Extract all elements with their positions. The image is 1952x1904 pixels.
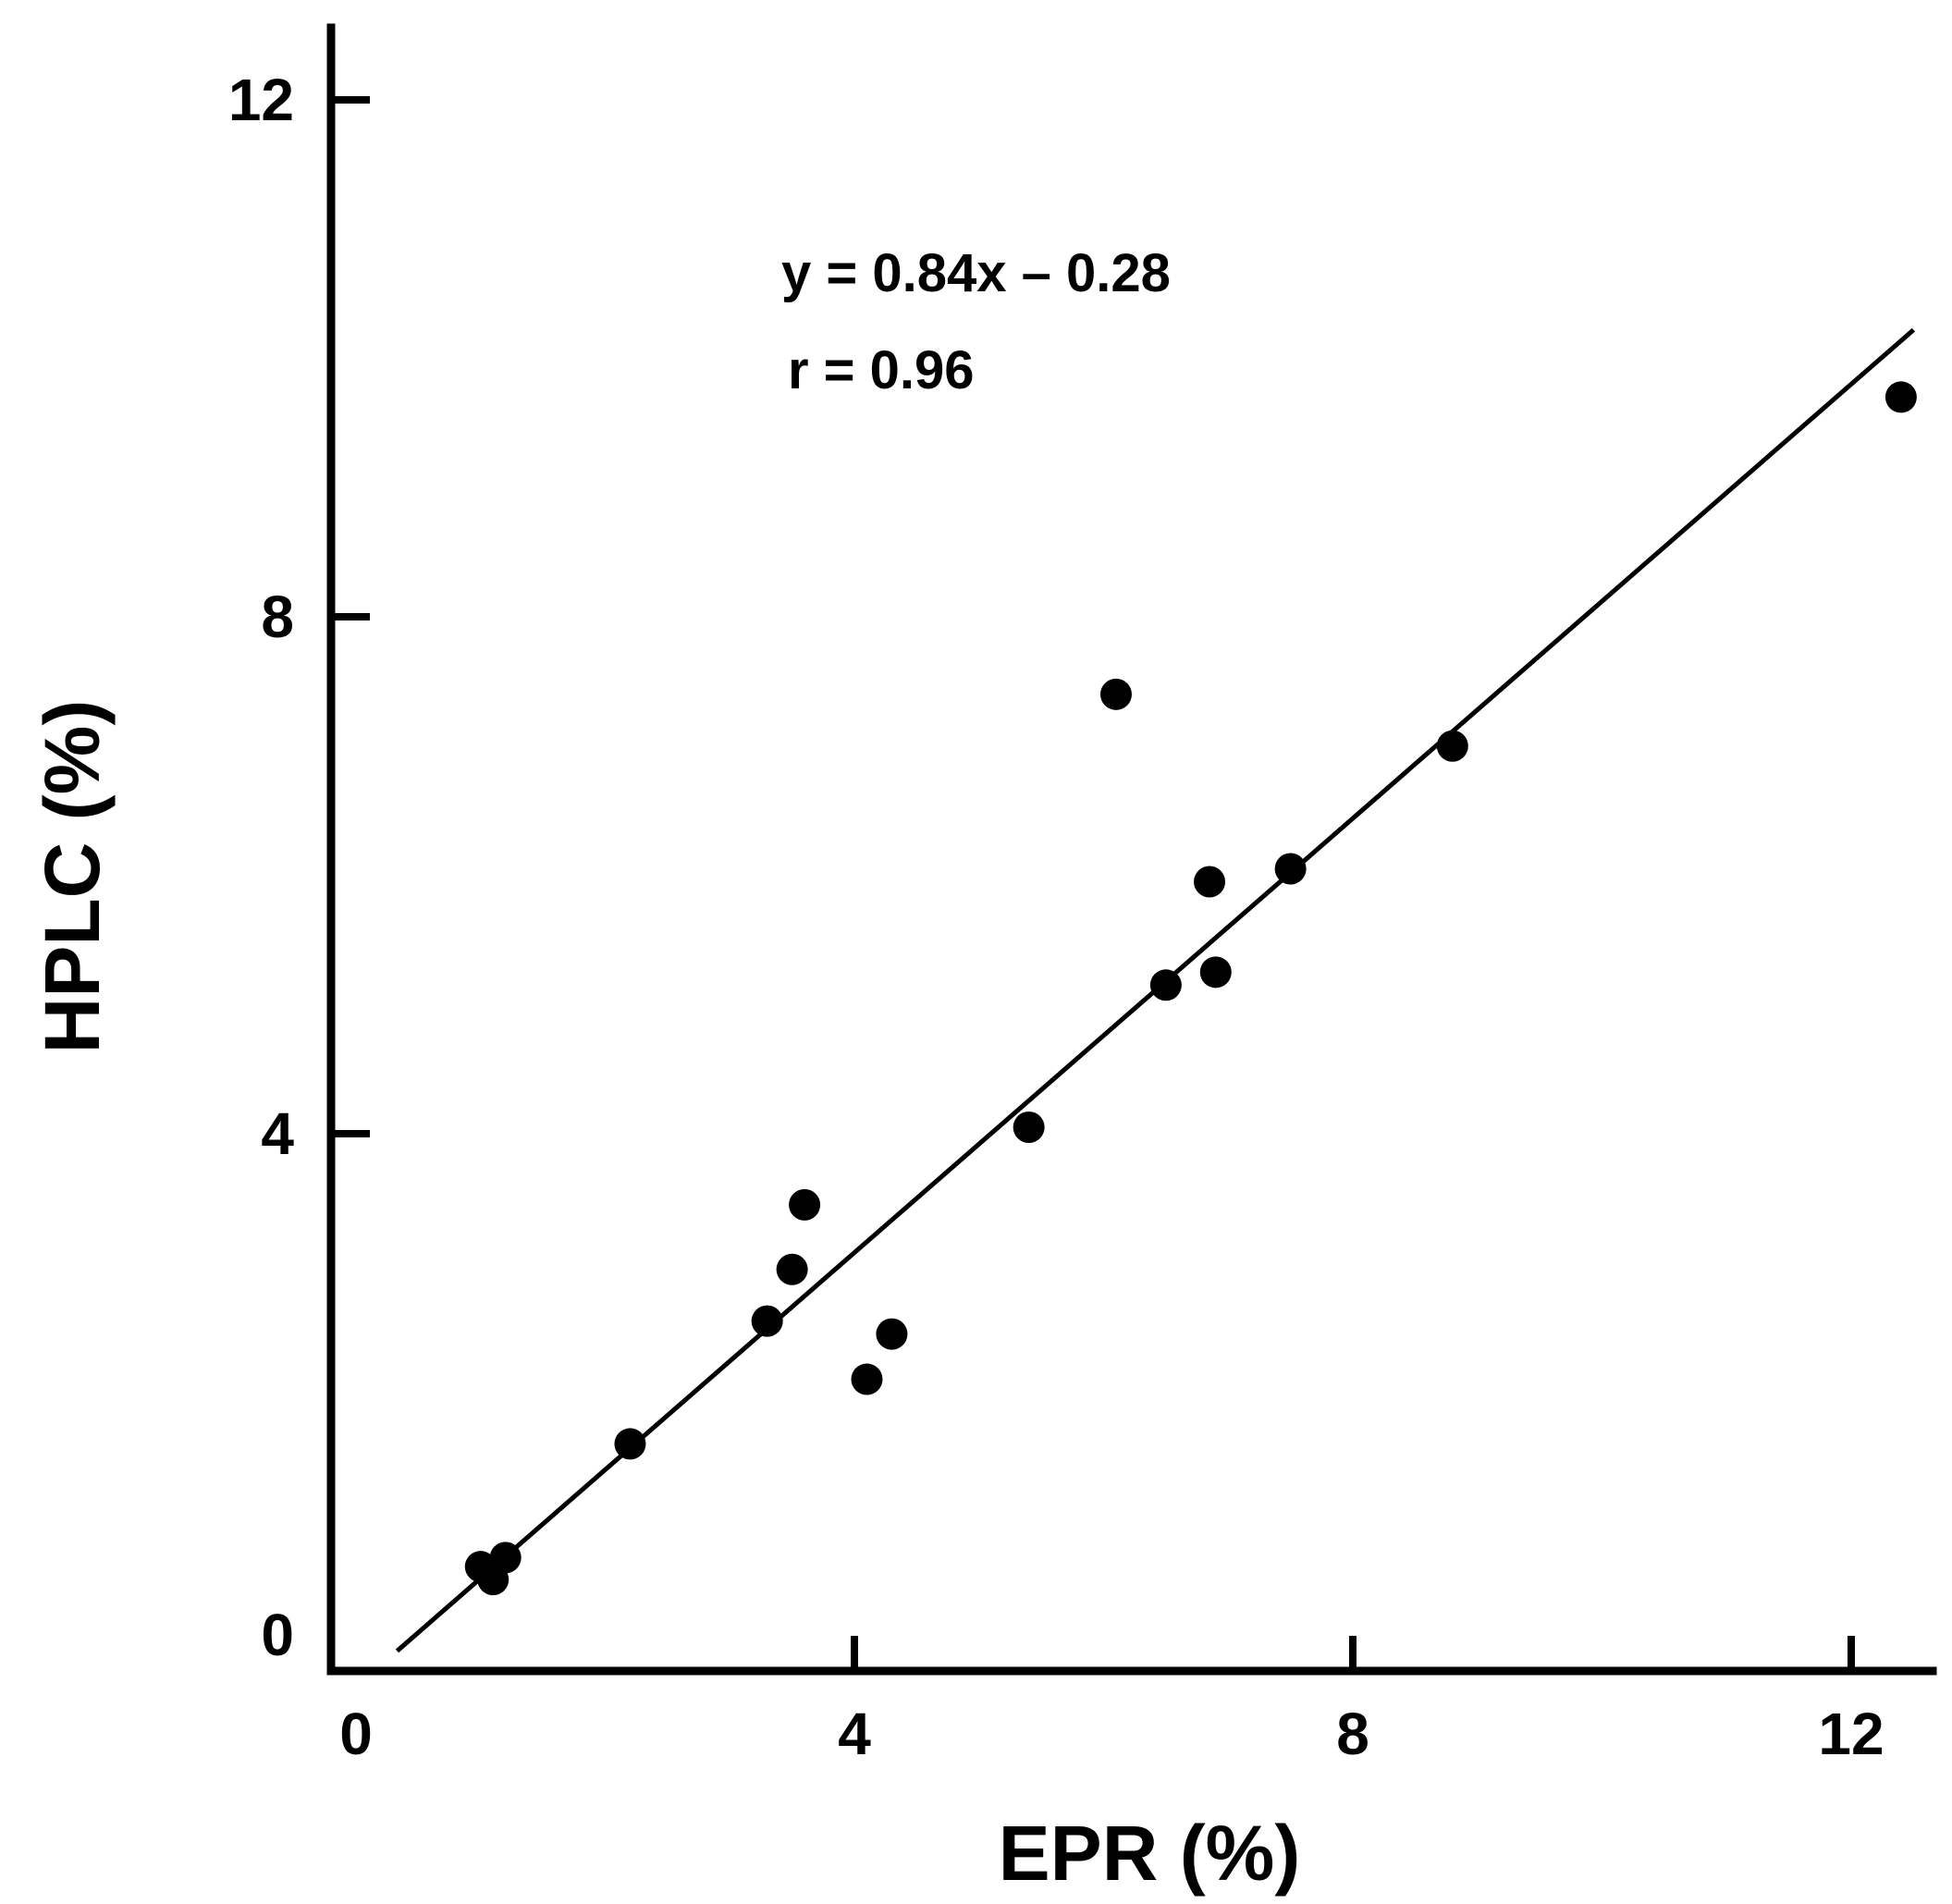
data-point-15 — [1274, 853, 1307, 885]
regression-equation: y = 0.84x – 0.28 — [781, 243, 1171, 303]
tick-labels: 0 4 8 12 0 4 8 12 — [228, 67, 1884, 1767]
x-tick-label-12: 12 — [1818, 1701, 1884, 1767]
x-axis-label: EPR (%) — [999, 1810, 1301, 1897]
y-tick-label-12: 12 — [228, 67, 294, 133]
x-tick-label-8: 8 — [1336, 1701, 1369, 1767]
data-point-9 — [876, 1318, 908, 1350]
data-point-17 — [1884, 381, 1917, 413]
data-points — [464, 381, 1917, 1596]
correlation-coefficient: r = 0.96 — [788, 340, 975, 400]
data-point-5 — [751, 1305, 783, 1337]
data-point-7 — [789, 1188, 821, 1221]
y-tick-label-0: 0 — [261, 1602, 294, 1668]
data-point-11 — [1099, 678, 1132, 710]
data-point-16 — [1436, 730, 1468, 762]
data-point-10 — [1013, 1112, 1045, 1144]
y-tick-label-4: 4 — [261, 1100, 294, 1167]
data-point-14 — [1199, 956, 1232, 989]
x-tick-label-4: 4 — [838, 1701, 871, 1767]
data-point-13 — [1194, 866, 1226, 898]
x-tick-label-0: 0 — [339, 1701, 373, 1767]
data-point-6 — [776, 1253, 808, 1285]
data-point-8 — [851, 1363, 883, 1395]
y-axis-label: HPLC (%) — [29, 700, 116, 1054]
axes — [326, 23, 1937, 1676]
data-point-12 — [1149, 969, 1182, 1001]
data-point-4 — [614, 1428, 646, 1460]
ticks — [331, 96, 1855, 1671]
y-tick-label-8: 8 — [261, 583, 294, 650]
data-point-3 — [489, 1542, 522, 1574]
